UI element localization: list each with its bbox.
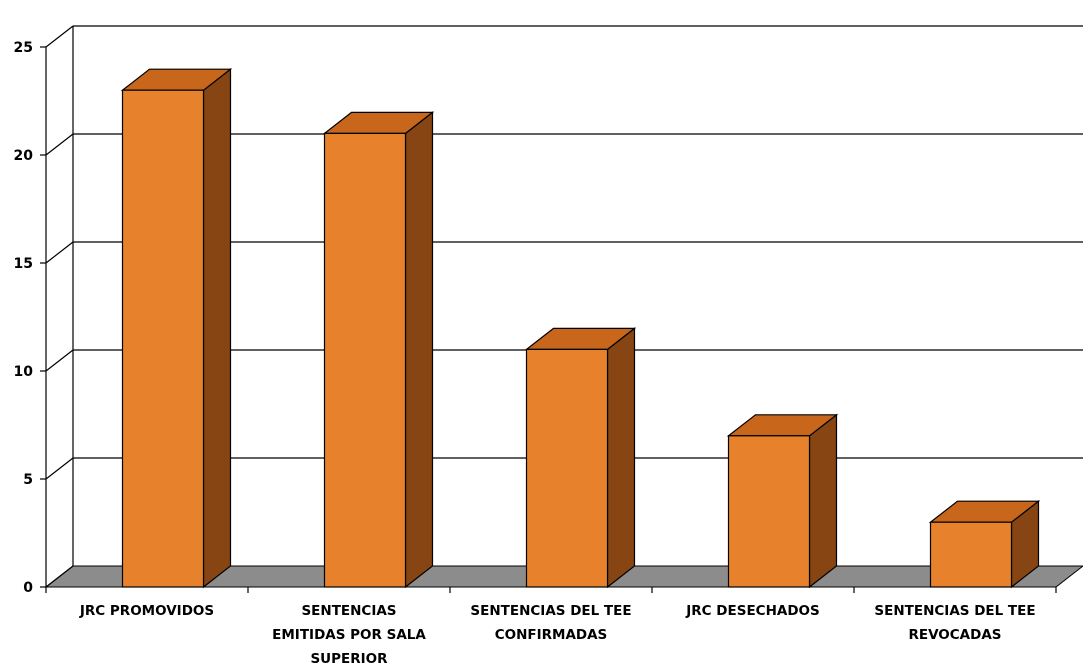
- bar-front: [727, 435, 811, 588]
- x-category-label: SENTENCIAS EMITIDAS POR SALA SUPERIOR: [272, 603, 426, 663]
- x-category-label: SENTENCIAS DEL TEE REVOCADAS: [874, 603, 1035, 643]
- bar-side: [404, 111, 434, 589]
- bar-front: [121, 89, 205, 588]
- wall-diagonal: [45, 565, 74, 588]
- bar: [928, 499, 1041, 589]
- wall-diagonal: [45, 457, 74, 480]
- y-tick-label: 20: [14, 148, 34, 164]
- bar: [726, 413, 839, 589]
- y-tick-label: 0: [23, 580, 33, 596]
- wall-diagonal: [45, 349, 74, 372]
- bar-side: [606, 327, 636, 589]
- bar: [322, 111, 435, 589]
- bar: [120, 67, 233, 589]
- bar-front: [929, 521, 1013, 588]
- x-category-label: JRC DESECHADOS: [685, 603, 819, 619]
- bars: [120, 67, 1041, 589]
- wall-diagonal: [45, 241, 74, 264]
- bar-front: [323, 132, 407, 588]
- bar-side: [202, 67, 232, 589]
- y-tick-label: 15: [14, 256, 33, 272]
- x-category-labels: JRC PROMOVIDOS SENTENCIAS EMITIDAS POR SAL…: [79, 603, 1036, 663]
- wall-diagonal: [45, 25, 74, 48]
- bar-side: [808, 413, 838, 589]
- y-tick-label: 10: [14, 364, 34, 380]
- y-tick-labels: 0 5 10 15 20 25: [14, 40, 34, 596]
- y-tick-label: 5: [23, 472, 33, 488]
- y-tick-label: 25: [14, 40, 33, 56]
- axes: [40, 25, 1057, 593]
- wall-diagonal: [45, 133, 74, 156]
- bar: [524, 327, 637, 589]
- bar-front: [525, 348, 609, 588]
- x-category-label: SENTENCIAS DEL TEE CONFIRMADAS: [470, 603, 631, 643]
- x-category-label: JRC PROMOVIDOS: [79, 603, 214, 619]
